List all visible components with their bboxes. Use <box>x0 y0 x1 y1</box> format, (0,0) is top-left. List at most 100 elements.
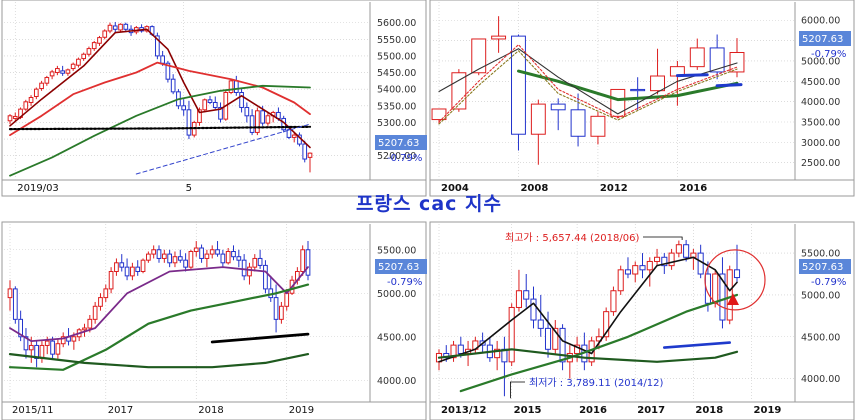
weekly-candle-body <box>241 259 247 277</box>
monthly-ytick-label: 5500.00 <box>801 249 840 260</box>
monthly-candle-body <box>661 256 668 267</box>
weekly-candle-body <box>257 257 263 266</box>
monthly-candle-body <box>544 327 552 350</box>
yearly-candle-body <box>729 52 745 73</box>
monthly-xtick-label: 2018 <box>695 405 723 416</box>
weekly-last-value-badge <box>375 259 427 274</box>
yearly-blue_marker_2-line <box>715 83 743 88</box>
daily-ma_long-line <box>9 84 311 177</box>
yearly-blue_marker_1-line <box>675 73 709 78</box>
daily-candle-body <box>181 105 187 111</box>
daily-candle-body <box>186 109 192 136</box>
daily-candle-body <box>165 62 171 80</box>
weekly-candle-body <box>34 344 39 360</box>
weekly-candle-body <box>300 249 306 272</box>
monthly-candle-body <box>704 273 711 304</box>
weekly-xtick-label: 2017 <box>108 405 133 416</box>
weekly-candle-body <box>124 266 130 277</box>
weekly-last-value: 5207.63 <box>378 262 419 273</box>
yearly-candle-body <box>471 38 487 74</box>
weekly-candle-body <box>284 292 290 307</box>
monthly-xtick-label: 2015 <box>514 405 542 416</box>
yearly-ytick-label: 3500.00 <box>801 118 840 129</box>
weekly-candle-body <box>199 247 204 259</box>
weekly-candle-body <box>151 249 157 255</box>
weekly-candle-body <box>103 288 109 299</box>
weekly-candle-body <box>252 257 258 268</box>
monthly-candle-body <box>639 265 646 271</box>
yearly-change-label: -0.79% <box>811 49 846 60</box>
monthly-last-value: 5207.63 <box>802 262 843 273</box>
daily-candle-body <box>76 58 81 66</box>
monthly-candle-body <box>523 290 530 300</box>
monthly-xtick-label: 2019 <box>754 405 782 416</box>
daily-candle-body <box>160 55 165 64</box>
weekly-candle-body <box>50 340 55 355</box>
daily-candle-body <box>260 110 265 124</box>
monthly-candle-body <box>733 269 741 279</box>
daily-candle-body <box>239 92 244 108</box>
monthly-ma_green-line <box>459 293 739 393</box>
daily-candle-body <box>65 69 71 74</box>
daily-candle-body <box>170 78 176 93</box>
high-annotation: 최고가 : 5,657.44 (2018/06) <box>505 232 639 244</box>
weekly-xtick-label: 2015/11 <box>12 405 54 416</box>
daily-ytick-label: 5550.00 <box>377 35 416 46</box>
yearly-ytick-label: 2500.00 <box>801 158 840 169</box>
monthly-candle-body <box>654 256 661 262</box>
weekly-xtick-label: 2019 <box>289 405 314 416</box>
page-title: 프랑스 cac 지수 <box>356 193 502 215</box>
weekly-candle-body <box>279 305 284 320</box>
daily-ma_mid-line <box>9 61 311 137</box>
daily-candle-body <box>249 115 255 133</box>
daily-candle-body <box>91 42 97 50</box>
yearly-ytick-label: 6000.00 <box>801 16 840 27</box>
weekly-candle-body <box>209 249 215 255</box>
monthly-candle-body <box>697 252 704 275</box>
yearly-ytick-label: 3000.00 <box>801 138 840 149</box>
weekly-candle-body <box>92 305 98 320</box>
daily-last-value-badge <box>375 135 427 150</box>
daily-change-label: -0.79% <box>387 153 422 164</box>
daily-candle-body <box>107 24 113 32</box>
daily-xtick-label: 2019/03 <box>17 183 59 194</box>
yearly-last-value: 5207.63 <box>802 34 843 45</box>
monthly-ytick-label: 5000.00 <box>801 290 840 301</box>
monthly-change-label: -0.79% <box>811 277 846 288</box>
weekly-ma_purple-line <box>9 266 309 343</box>
monthly-panel-frame <box>429 221 855 420</box>
highlight-circle <box>704 249 766 311</box>
weekly-chart: 5500.00 5000.00 4500.00 4000.00 2015/11 2017 2… <box>1 221 427 420</box>
daily-candle-body <box>202 99 208 111</box>
yearly-ytick-label: 4500.00 <box>801 77 840 88</box>
daily-last-value: 5207.63 <box>378 138 419 149</box>
monthly-candle-body <box>668 252 675 267</box>
weekly-candle-body <box>183 259 188 268</box>
daily-candle-body <box>86 48 92 55</box>
yearly-candle-body <box>630 88 646 92</box>
weekly-candle-body <box>39 344 45 360</box>
daily-candle-body <box>197 109 202 123</box>
daily-trend-line <box>135 123 311 175</box>
monthly-candle-body <box>537 319 544 329</box>
weekly-candle-body <box>87 318 93 329</box>
yearly-candle-body <box>650 75 665 92</box>
daily-candle-body <box>49 71 55 77</box>
daily-candle-body <box>7 115 13 122</box>
monthly-candle-body <box>617 269 624 292</box>
monthly-blue_marker-line <box>662 341 732 349</box>
daily-candle-body <box>207 99 213 103</box>
yearly-candle-body <box>610 88 626 117</box>
daily-ytick-label: 5200.00 <box>377 151 416 162</box>
yearly-ytick-label: 5000.00 <box>801 56 840 67</box>
daily-ytick-label: 5450.00 <box>377 68 416 79</box>
daily-candle-body <box>218 106 223 120</box>
daily-candle-body <box>28 96 34 103</box>
yearly-xtick-label: 2004 <box>441 183 469 194</box>
daily-ytick-label: 5350.00 <box>377 101 416 112</box>
weekly-ma_darkgreen-line <box>8 353 310 369</box>
daily-candle-body <box>33 88 39 97</box>
monthly-xtick-label: 2017 <box>637 405 665 416</box>
up-arrow-marker <box>727 293 739 305</box>
